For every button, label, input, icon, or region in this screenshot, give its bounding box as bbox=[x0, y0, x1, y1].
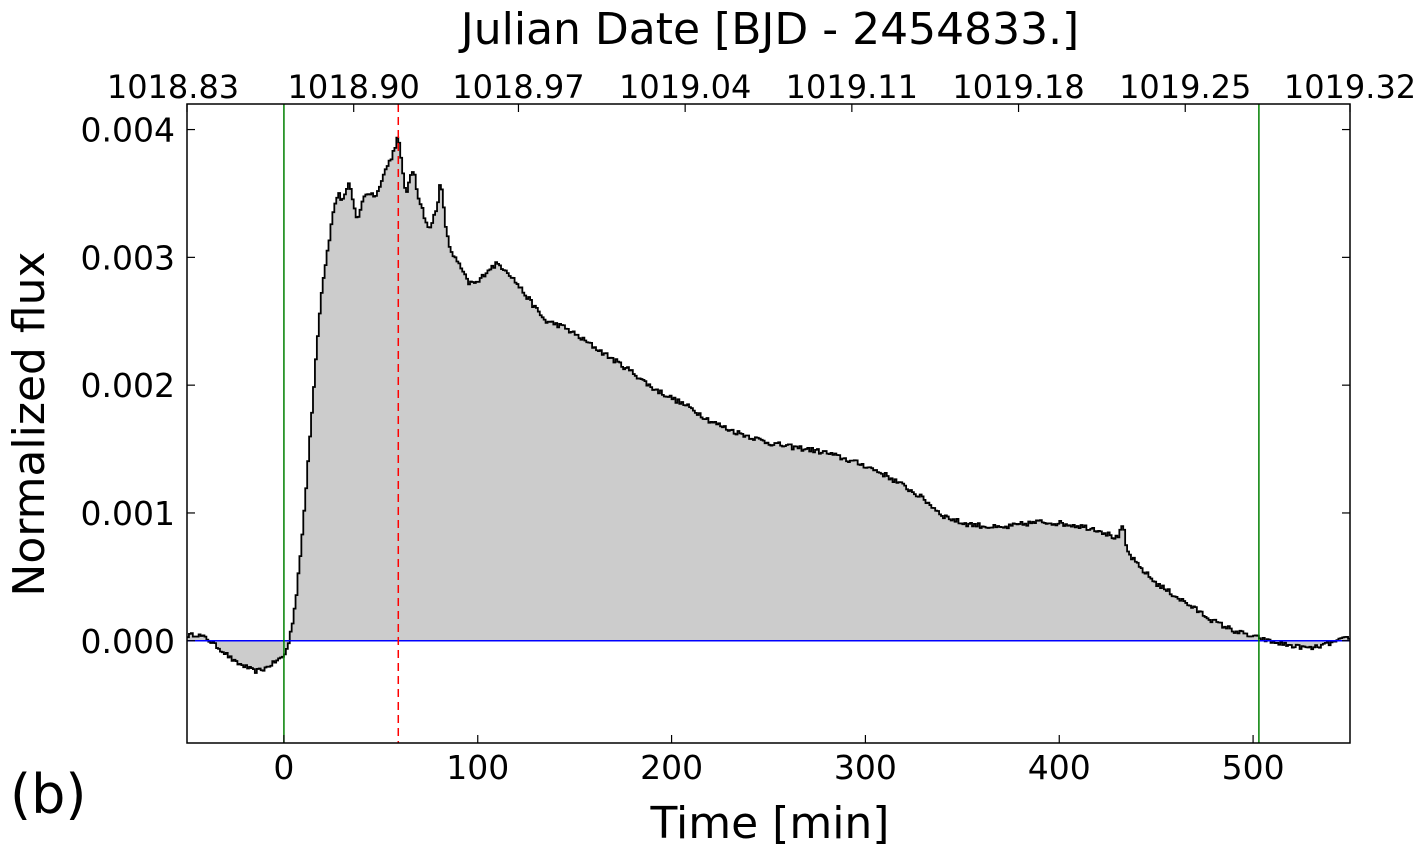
top-x-tick-label: 1018.83 bbox=[107, 68, 239, 106]
top-x-axis-title: Julian Date [BJD - 2454833.] bbox=[458, 4, 1079, 55]
plot-frame bbox=[186, 103, 1351, 744]
x-tick-label: 200 bbox=[640, 748, 703, 787]
top-x-tick-label: 1019.32 bbox=[1284, 68, 1416, 106]
y-tick-label: 0.001 bbox=[81, 494, 175, 533]
y-axis-title: Normalized flux bbox=[4, 251, 55, 596]
top-x-tick-label: 1018.97 bbox=[452, 68, 584, 106]
x-axis-title: Time [min] bbox=[650, 798, 890, 849]
top-x-tick-label: 1018.90 bbox=[288, 68, 420, 106]
y-tick-label: 0.002 bbox=[81, 366, 175, 405]
top-x-tick-label: 1019.25 bbox=[1119, 68, 1251, 106]
top-x-tick-label: 1019.04 bbox=[619, 68, 751, 106]
y-tick-label: 0.000 bbox=[81, 622, 175, 661]
x-tick-label: 300 bbox=[834, 748, 897, 787]
top-x-tick-label: 1019.18 bbox=[952, 68, 1084, 106]
x-tick-label: 400 bbox=[1028, 748, 1091, 787]
panel-label: (b) bbox=[10, 763, 87, 826]
top-x-tick-label: 1019.11 bbox=[786, 68, 918, 106]
flux-fill-area bbox=[187, 137, 1350, 674]
x-tick-label: 0 bbox=[273, 748, 294, 787]
flux-step-line bbox=[187, 136, 1350, 674]
y-tick-label: 0.004 bbox=[81, 111, 175, 150]
x-tick-label: 100 bbox=[446, 748, 509, 787]
y-tick-label: 0.003 bbox=[81, 238, 175, 277]
plot-area: 0 100 200 300 400 500 0.000 0.001 0.002 0.003 0.00… bbox=[81, 68, 1417, 787]
x-tick-label: 500 bbox=[1222, 748, 1285, 787]
